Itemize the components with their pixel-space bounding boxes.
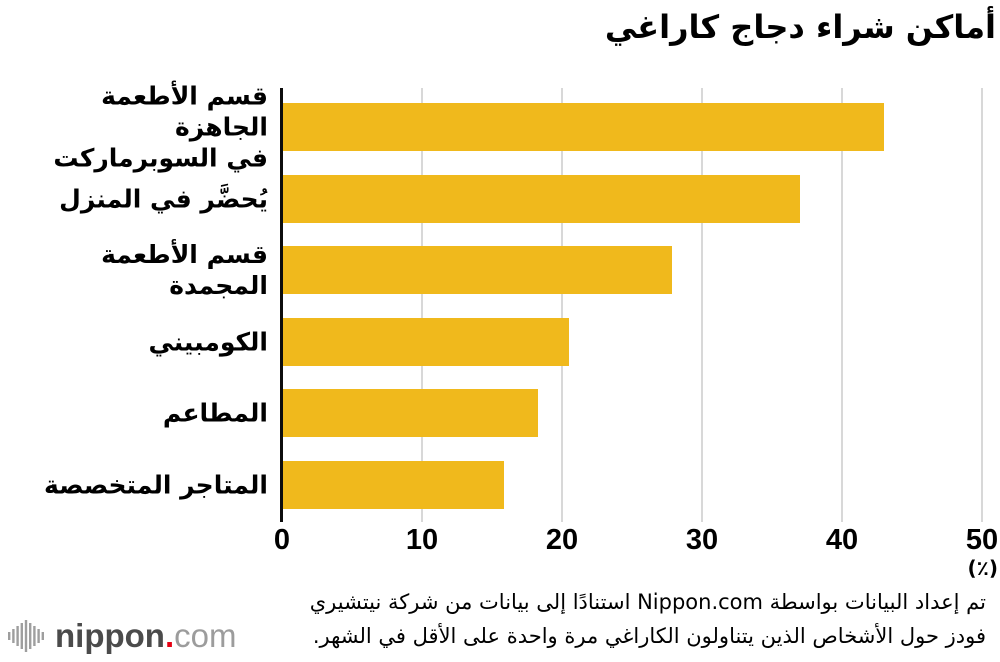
soundwave-icon [8,620,44,652]
x-axis-ticks: 0 10 20 30 40 50 [274,524,998,558]
logo-wordmark: nippon.com [55,616,236,656]
bar-5 [283,461,505,509]
nippon-logo: nippon.com [8,616,236,656]
x-axis-unit-label: (٪) [967,556,999,580]
gridline [981,88,983,522]
x-tick-label: 50 [965,524,999,556]
category-label: المتاجر المتخصصة [44,470,268,500]
category-label: الكومبيني [148,327,268,357]
category-label: المطاعم [162,398,268,428]
y-axis-line [280,88,283,522]
x-tick-label: 30 [685,524,719,556]
logo-name: nippon [55,617,165,654]
category-labels: قسم الأطعمة الجاهزة في السوبرماركت يُحضَّ… [0,82,268,522]
gridline [561,88,563,522]
x-tick-label: 10 [405,524,439,556]
x-tick-label: 20 [545,524,579,556]
x-tick-label: 40 [825,524,859,556]
source-note-line2: فودز حول الأشخاص الذين يتناولون الكاراغي… [312,624,986,648]
logo-dot: . [164,617,175,654]
category-label: قسم الأطعمة الجاهزة في السوبرماركت [53,81,268,173]
gridline [421,88,423,522]
bar-4 [283,389,538,438]
plot-area [282,88,983,522]
x-tick-label: 0 [273,524,291,556]
logo-tld: com [174,617,237,654]
bar-3 [283,317,569,366]
gridline [841,88,843,522]
gridline [701,88,703,522]
chart-title: أماكن شراء دجاج كاراغي [604,8,997,46]
category-label: قسم الأطعمة المجمدة [101,240,268,301]
bar-0 [283,103,884,151]
category-label: يُحضَّر في المنزل [59,184,268,214]
source-note-line1: تم إعداد البيانات بواسطة Nippon.com استن… [309,590,986,614]
bar-2 [283,246,673,295]
bar-1 [283,174,800,223]
source-note: تم إعداد البيانات بواسطة Nippon.com استن… [310,585,986,653]
